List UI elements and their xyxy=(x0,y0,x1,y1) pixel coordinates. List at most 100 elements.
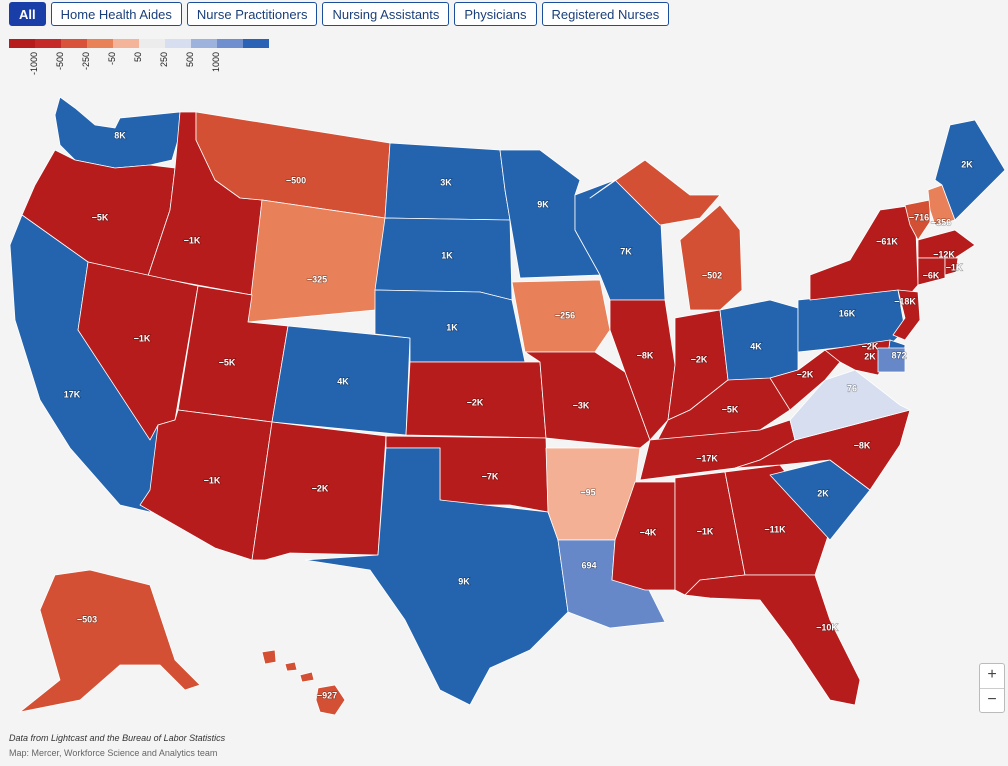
state-ga[interactable] xyxy=(724,464,831,576)
state-value-label: 1K xyxy=(441,250,453,260)
state-value-label: 2K xyxy=(961,159,973,169)
legend-tick-label: 1000 xyxy=(211,52,221,73)
us-map[interactable]: 8K−5K17K−1K−1K−500−325−5K−1K4K−2K3K1K1K−… xyxy=(0,80,1008,720)
state-nj[interactable] xyxy=(892,289,921,341)
state-value-label: −2K xyxy=(467,397,484,407)
zoom-controls: + − xyxy=(979,663,1005,713)
state-value-label: −500 xyxy=(286,175,306,185)
legend-swatch xyxy=(9,39,35,48)
zoom-in-button[interactable]: + xyxy=(987,666,997,683)
tab-physicians[interactable]: Physicians xyxy=(454,2,537,26)
state-tx[interactable] xyxy=(304,447,569,706)
legend-swatch xyxy=(165,39,191,48)
state-wy[interactable] xyxy=(247,199,386,323)
legend-tick-label: 500 xyxy=(185,52,195,68)
state-value-label: 7K xyxy=(620,246,632,256)
state-value-label: −11K xyxy=(764,524,786,534)
state-value-label: −18K xyxy=(894,296,916,306)
state-value-label: 76 xyxy=(847,383,857,393)
state-value-label: 4K xyxy=(750,341,762,351)
state-value-label: 2K xyxy=(864,351,876,361)
state-ia[interactable] xyxy=(511,279,611,353)
state-value-label: −1K xyxy=(946,262,963,272)
state-value-label: 9K xyxy=(537,199,549,209)
state-value-label: −8K xyxy=(637,350,654,360)
tab-all[interactable]: All xyxy=(9,2,46,26)
state-value-label: −502 xyxy=(702,270,722,280)
legend-swatch xyxy=(243,39,269,48)
state-value-label: −1K xyxy=(204,475,221,485)
state-value-label: 8K xyxy=(114,130,126,140)
state-value-label: −61K xyxy=(876,236,898,246)
state-value-label: −356 xyxy=(931,217,951,227)
state-value-label: −5K xyxy=(722,404,739,414)
state-me[interactable] xyxy=(934,119,1006,221)
state-value-label: −2K xyxy=(691,354,708,364)
state-value-label: −7K xyxy=(482,471,499,481)
state-value-label: 3K xyxy=(440,177,452,187)
state-value-label: −1K xyxy=(184,235,201,245)
legend-swatch xyxy=(61,39,87,48)
legend-ticks: -1000 -500 -250 -50 50 250 500 1000 xyxy=(9,48,249,84)
state-value-label: −2K xyxy=(862,341,879,351)
legend-tick-label: 250 xyxy=(159,52,169,68)
state-value-label: 9K xyxy=(458,576,470,586)
state-value-label: 872 xyxy=(891,350,906,360)
state-nh[interactable] xyxy=(927,184,956,226)
state-ri[interactable] xyxy=(944,257,959,276)
tab-home-health-aides[interactable]: Home Health Aides xyxy=(50,2,182,26)
state-il[interactable] xyxy=(609,299,676,441)
state-value-label: −325 xyxy=(307,274,327,284)
legend-tick-label: -50 xyxy=(107,52,117,66)
state-ma[interactable] xyxy=(917,229,976,259)
state-ny[interactable] xyxy=(809,204,919,301)
legend-swatch xyxy=(217,39,243,48)
state-fl[interactable] xyxy=(684,574,861,706)
legend-tick-label: -500 xyxy=(55,52,65,71)
legend-swatch xyxy=(191,39,217,48)
state-value-label: −2K xyxy=(797,369,814,379)
state-value-label: −8K xyxy=(854,440,871,450)
map-credit: Map: Mercer, Workforce Science and Analy… xyxy=(9,748,218,758)
state-value-label: 16K xyxy=(839,308,856,318)
state-value-label: −503 xyxy=(77,614,97,624)
state-hi[interactable] xyxy=(261,649,346,716)
state-value-label: −6K xyxy=(923,270,940,280)
state-mi[interactable] xyxy=(589,159,743,311)
state-value-label: −1K xyxy=(134,333,151,343)
state-value-label: −3K xyxy=(573,400,590,410)
state-ak[interactable] xyxy=(19,569,201,713)
state-value-label: −4K xyxy=(640,527,657,537)
state-vt[interactable] xyxy=(904,199,931,241)
legend-swatch xyxy=(87,39,113,48)
data-source-note: Data from Lightcast and the Bureau of La… xyxy=(9,733,226,743)
state-oh[interactable] xyxy=(719,299,799,381)
tab-registered-nurses[interactable]: Registered Nurses xyxy=(541,2,670,26)
state-ct[interactable] xyxy=(917,257,946,286)
tab-nurse-practitioners[interactable]: Nurse Practitioners xyxy=(186,2,318,26)
state-dc[interactable] xyxy=(877,347,906,373)
legend-tick-label: -250 xyxy=(81,52,91,71)
state-md[interactable] xyxy=(824,339,891,376)
occupation-tabs: All Home Health Aides Nurse Practitioner… xyxy=(9,2,670,26)
state-value-label: 694 xyxy=(581,560,596,570)
state-value-label: −10K xyxy=(816,622,838,632)
state-value-label: −2K xyxy=(312,483,329,493)
legend-tick-label: -1000 xyxy=(29,52,39,76)
state-wa[interactable] xyxy=(54,96,181,169)
legend-swatch xyxy=(35,39,61,48)
legend-swatches xyxy=(9,39,269,48)
state-value-label: −5K xyxy=(92,212,109,222)
state-value-label: −17K xyxy=(696,453,718,463)
state-value-label: −927 xyxy=(317,690,337,700)
tab-nursing-assistants[interactable]: Nursing Assistants xyxy=(322,2,450,26)
legend-swatch xyxy=(139,39,165,48)
state-mo[interactable] xyxy=(524,351,651,449)
state-value-label: −256 xyxy=(555,310,575,320)
state-value-label: −95 xyxy=(580,487,595,497)
legend-tick-label: 50 xyxy=(133,52,143,63)
color-legend: -1000 -500 -250 -50 50 250 500 1000 xyxy=(9,39,269,84)
state-value-label: −716 xyxy=(909,212,929,222)
state-value-label: 1K xyxy=(446,322,458,332)
zoom-out-button[interactable]: − xyxy=(980,688,1004,713)
